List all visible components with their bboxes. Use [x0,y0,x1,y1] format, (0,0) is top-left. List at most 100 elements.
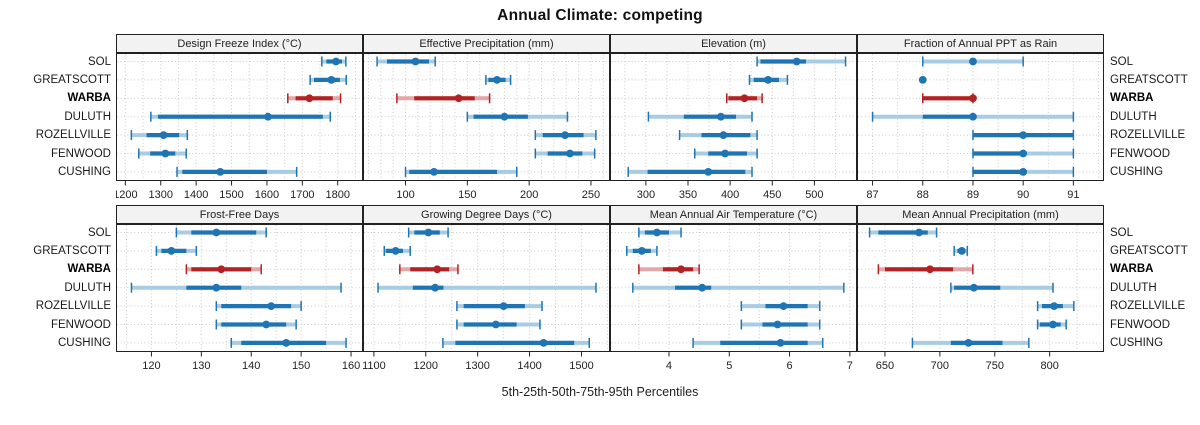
station-label-left-sol: SOL [87,55,111,68]
station-label-right-sol: SOL [1110,226,1134,239]
x-axis: 650 700 750 800 [876,352,1059,372]
x-tick-label: 300 [637,189,655,201]
panel-strip: Mean Annual Air Temperature (°C) [610,205,857,224]
percentile-interval-greatscott [748,74,789,85]
gridlines [117,225,362,351]
x-axis: 87 88 89 90 91 [866,181,1080,201]
percentile-interval-greatscott [953,245,969,256]
median-dot [740,94,749,103]
median-dot [1050,302,1058,310]
percentile-interval-greatscott [309,74,347,85]
median-dot [926,265,934,274]
x-tick-label: 250 [582,189,600,201]
station-label-left-fenwood: FENWOOD [50,147,111,160]
percentile-interval-fenwood [1036,319,1067,330]
panel-plot-fraction-of-annual-ppt-as-rain: 87 88 89 90 91 [857,53,1104,201]
percentile-interval-rozellville [678,130,758,141]
station-label-left-duluth: DULUTH [64,281,111,294]
station-label-left-sol: SOL [87,226,111,239]
median-dot [411,57,420,66]
median-dot [332,57,340,66]
station-label-right-duluth: DULUTH [1110,110,1157,123]
median-dot [262,320,271,329]
percentile-interval-sol [922,56,1024,67]
median-dot [779,302,788,310]
x-tick-label: 650 [876,360,894,372]
panel-strip: Frost-Free Days [116,205,363,224]
percentile-interval-rozellville [1036,301,1075,312]
percentile-interval-warba [287,93,342,104]
x-tick-label: 1200 [414,360,438,372]
percentile-interval-duluth [871,111,1075,122]
percentile-interval-fenwood [740,319,821,330]
station-label-right-greatscott: GREATSCOTT [1110,73,1188,86]
percentile-interval-warba [877,264,974,275]
percentile-interval-sol [638,227,682,238]
x-axis: 120 130 140 150 160 [142,352,360,372]
percentile-interval-cushing [176,166,298,177]
station-labels-right: SOL GREATSCOTT WARBA DULUTH ROZELLVILLE FENWO… [1104,34,1200,181]
percentile-interval-rozellville [130,130,189,141]
percentile-interval-duluth [130,282,342,293]
panel-growing-degree-days-c: Growing Degree Days (°C) 1100 1200 1300 1400… [363,205,610,374]
percentile-interval-sol [756,56,847,67]
median-dot [561,131,569,139]
panel-effective-precipitation-mm: Effective Precipitation (mm) 100 150 200 250 [363,34,610,203]
percentile-interval-warba [396,93,491,104]
median-dot [964,339,973,347]
median-dot [721,149,729,158]
median-dot [391,247,400,255]
station-labels-right: SOL GREATSCOTT WARBA DULUTH ROZELLVILLE FENWO… [1104,205,1200,352]
percentile-interval-rozellville [215,301,302,312]
x-tick-label: 1200 [116,189,138,201]
median-dot [773,320,782,329]
median-dot [539,339,548,347]
median-dot [969,57,977,66]
station-label-left-greatscott: GREATSCOTT [33,244,111,257]
x-tick-label: 150 [458,189,476,201]
x-tick-label: 400 [721,189,739,201]
median-dot [970,283,978,292]
x-tick-label: 750 [986,360,1004,372]
median-dot [764,76,772,84]
gridlines [611,54,856,180]
median-dot [282,339,291,347]
panel-strip: Design Freeze Index (°C) [116,34,363,53]
percentile-interval-cushing [692,337,824,348]
percentile-interval-cushing [230,337,347,348]
median-dot [918,76,927,84]
percentile-interval-rozellville [972,130,1075,141]
percentile-interval-fenwood [138,148,187,159]
panel-strip-title: Design Freeze Index (°C) [177,37,302,50]
median-dot [704,168,713,176]
percentile-interval-duluth [150,111,332,122]
median-dot [212,283,221,292]
median-dot [499,302,508,310]
median-dot [430,168,438,176]
percentile-interval-sol [321,56,347,67]
x-tick-label: 1600 [255,189,279,201]
station-label-right-warba: WARBA [1110,92,1154,105]
median-dot [454,94,463,103]
median-dot [491,320,500,329]
percentile-interval-sol [175,227,267,238]
median-dot [566,149,574,158]
panel-plot-mean-annual-air-temperature-c: 4 5 6 7 [610,224,857,372]
median-dot [433,265,442,274]
panel-plot-elevation-m: 300 350 400 450 500 [610,53,857,201]
x-tick-label: 1400 [184,189,208,201]
gridlines [364,54,609,180]
median-dot [161,149,170,158]
panel-strip-title: Elevation (m) [701,37,766,50]
panel-plot-mean-annual-precipitation-mm: 650 700 750 800 [857,224,1104,372]
x-tick-label: 87 [866,189,878,201]
x-axis: 1100 1200 1300 1400 1500 [363,352,594,372]
panel-strip: Effective Precipitation (mm) [363,34,610,53]
median-dot [431,283,440,292]
station-label-left-greatscott: GREATSCOTT [33,73,111,86]
x-tick-label: 5 [726,360,732,372]
median-dot [217,265,226,274]
percentile-interval-duluth [647,111,753,122]
station-label-left-fenwood: FENWOOD [50,318,111,331]
x-tick-label: 200 [520,189,538,201]
